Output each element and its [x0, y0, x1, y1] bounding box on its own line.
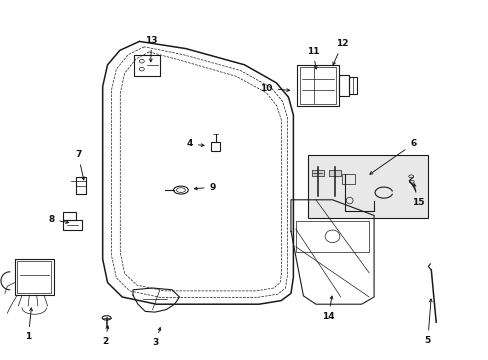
Bar — [348, 77, 357, 94]
Bar — [338, 75, 348, 96]
Text: 8: 8 — [48, 215, 68, 224]
Text: 1: 1 — [25, 308, 32, 341]
Bar — [307, 155, 427, 218]
Bar — [328, 170, 340, 176]
Bar — [299, 67, 336, 104]
Bar — [342, 174, 354, 184]
Bar — [134, 55, 160, 76]
Bar — [311, 170, 323, 176]
Bar — [76, 177, 86, 194]
Text: 2: 2 — [102, 326, 108, 346]
Text: 11: 11 — [306, 46, 319, 69]
Text: 15: 15 — [411, 184, 424, 207]
Bar — [62, 220, 82, 230]
Text: 13: 13 — [145, 36, 158, 62]
Text: 3: 3 — [152, 328, 161, 347]
Text: 9: 9 — [194, 183, 216, 192]
Bar — [348, 77, 352, 94]
Bar — [62, 212, 76, 220]
Text: 6: 6 — [369, 139, 415, 174]
Text: 14: 14 — [322, 296, 334, 320]
Text: 4: 4 — [186, 139, 203, 148]
Text: 7: 7 — [75, 150, 84, 180]
Text: 5: 5 — [424, 299, 431, 345]
Bar — [295, 221, 368, 252]
Bar — [297, 65, 338, 106]
Bar — [15, 259, 54, 295]
Bar — [17, 261, 51, 293]
Text: 12: 12 — [332, 40, 348, 65]
Bar — [76, 186, 86, 194]
Text: 10: 10 — [260, 84, 289, 93]
Bar — [211, 142, 220, 151]
